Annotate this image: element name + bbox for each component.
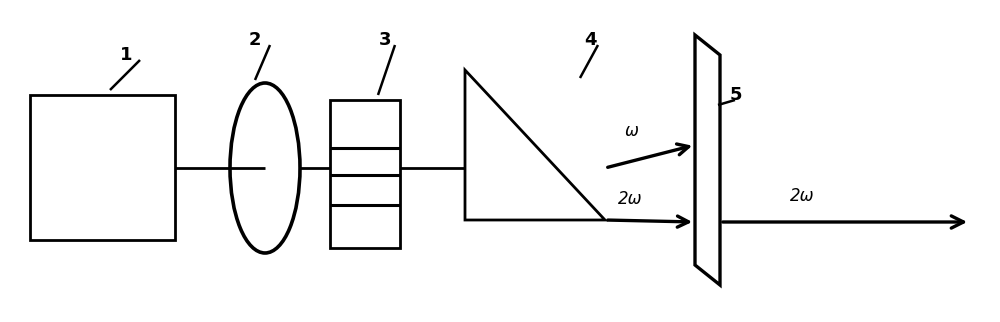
Text: 2ω: 2ω [618, 190, 642, 208]
Text: 1: 1 [120, 46, 132, 64]
Text: ω: ω [625, 122, 639, 140]
Text: 2ω: 2ω [790, 187, 814, 205]
Text: 3: 3 [379, 31, 391, 49]
Text: 4: 4 [584, 31, 596, 49]
Text: 2: 2 [249, 31, 261, 49]
Text: 5: 5 [730, 86, 742, 104]
